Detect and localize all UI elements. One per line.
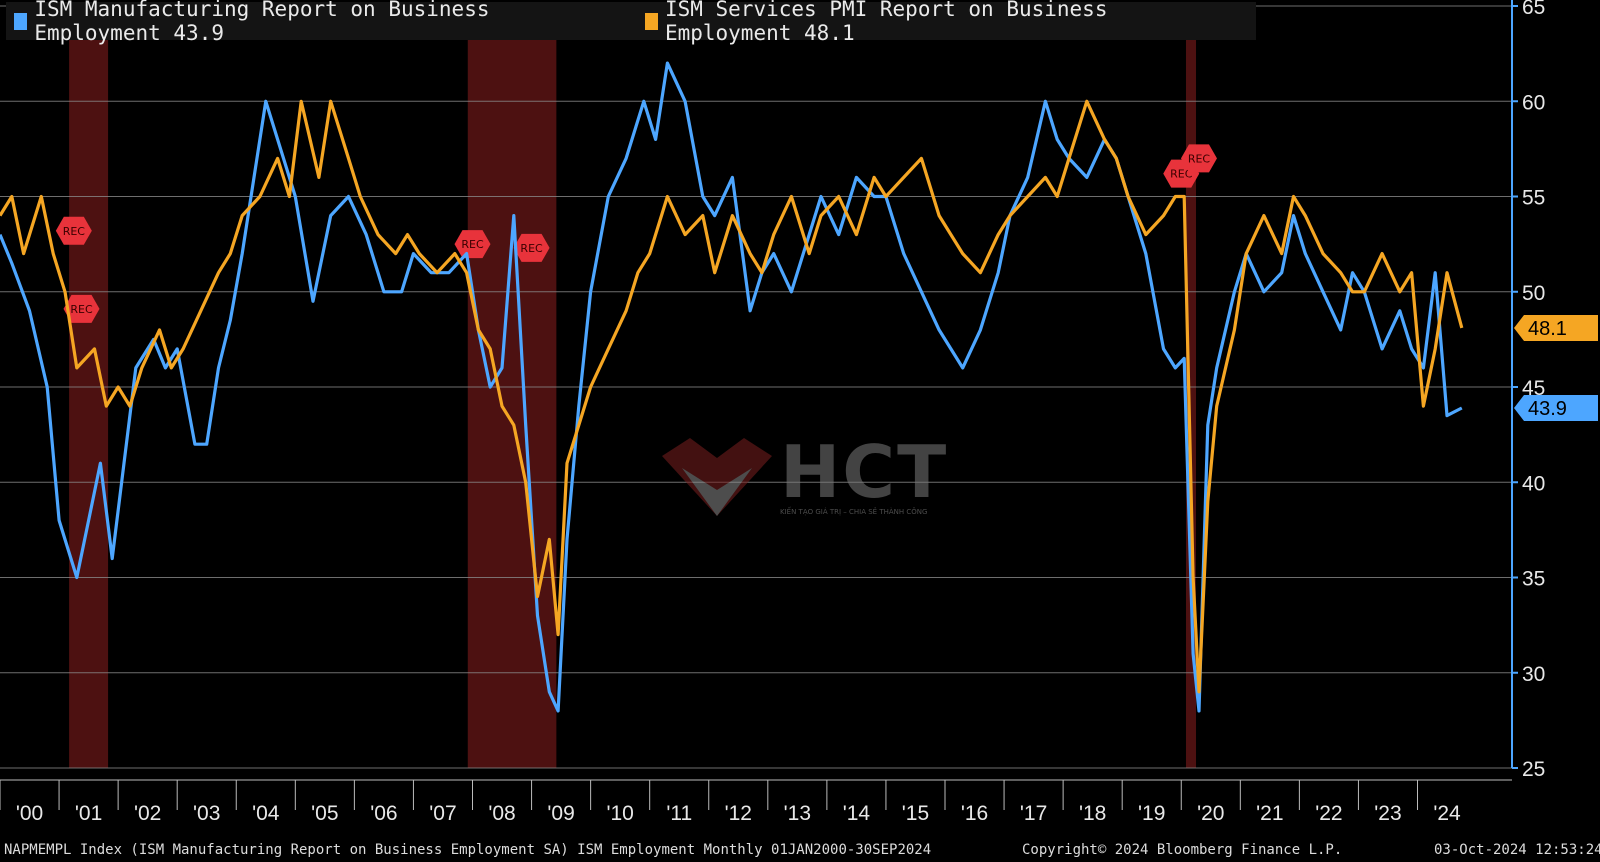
manufacturing-last-value-badge: 43.9 — [1514, 394, 1598, 421]
x-tick-label: '20 — [1197, 802, 1224, 825]
legend-item-services[interactable]: ISM Services PMI Report on Business Empl… — [644, 0, 1238, 45]
rec-badge-label: REC — [70, 303, 93, 316]
footer-source: NAPMEMPL Index (ISM Manufacturing Report… — [4, 842, 932, 858]
x-tick-label: '07 — [429, 802, 456, 825]
x-tick-label: '09 — [547, 802, 574, 825]
x-tick-label: '10 — [606, 802, 633, 825]
y-tick-label: 25 — [1522, 758, 1545, 781]
rec-badge-shape — [63, 294, 100, 323]
y-tick-label: 30 — [1522, 663, 1545, 686]
rec-badge-shape — [1180, 144, 1217, 173]
x-tick-label: '12 — [725, 802, 752, 825]
rec-badge: REC — [513, 233, 550, 262]
x-axis: '00 '01 '02 '03 '04 '05 '06 '07 '08 '09 '10 '11 '12 '… — [0, 779, 1512, 825]
footer-copyright: Copyright© 2024 Bloomberg Finance L.P. — [1022, 842, 1343, 858]
x-tick-label: '24 — [1433, 802, 1461, 825]
rec-badge-label: REC — [461, 238, 484, 251]
rec-badge: REC — [1180, 144, 1217, 173]
series-lines — [0, 61, 1464, 713]
rec-badge-label: REC — [63, 225, 86, 238]
y-tick-label: 35 — [1522, 568, 1545, 591]
manufacturing-swatch — [14, 12, 28, 30]
manufacturing-series-line — [0, 61, 1463, 713]
hct-logo-icon — [662, 438, 772, 516]
x-tick-label: '23 — [1374, 802, 1401, 825]
x-tick-label: '14 — [843, 802, 871, 825]
x-tick-label: '03 — [193, 802, 220, 825]
y-tick-label: 55 — [1522, 187, 1545, 210]
hct-watermark: HCT KIẾN TẠO GIÁ TRỊ – CHIA SẺ THÀNH CÔN… — [662, 430, 946, 524]
x-tick-label: '06 — [370, 802, 397, 825]
rec-badge: REC — [454, 230, 491, 259]
x-tick-label: '05 — [311, 802, 338, 825]
y-tick-label: 50 — [1522, 282, 1545, 305]
rec-badge: REC — [63, 294, 100, 323]
y-axis: 25 30 35 40 45 50 55 60 65 — [1511, 0, 1545, 781]
rec-badge-shape — [55, 216, 92, 245]
x-tick-label: '13 — [784, 802, 811, 825]
grid-lines — [0, 5, 1512, 769]
last-value-badge-shape — [1514, 314, 1598, 341]
x-tick-label: '04 — [252, 802, 280, 825]
last-value-badge-label: 43.9 — [1528, 398, 1567, 420]
y-tick-label: 40 — [1522, 472, 1545, 495]
y-tick-label: 65 — [1522, 0, 1545, 19]
x-tick-label: '00 — [16, 802, 43, 825]
x-tick-label: '15 — [902, 802, 929, 825]
legend: ISM Manufacturing Report on Business Emp… — [6, 0, 1256, 45]
rec-badge-shape — [513, 233, 550, 262]
last-value-badges: 43.9 48.1 — [1514, 314, 1598, 421]
watermark-text: HCT — [780, 430, 949, 514]
services-swatch — [644, 12, 658, 30]
watermark-tagline: KIẾN TẠO GIÁ TRỊ – CHIA SẺ THÀNH CÔNG — [780, 508, 928, 516]
x-tick-label: '22 — [1315, 802, 1342, 825]
footer-timestamp: 03-Oct-2024 12:53:24 — [1434, 842, 1600, 858]
x-tick-label: '01 — [75, 802, 102, 825]
x-tick-label: '18 — [1079, 802, 1106, 825]
legend-item-manufacturing[interactable]: ISM Manufacturing Report on Business Emp… — [14, 0, 619, 45]
services-series-line — [0, 99, 1464, 694]
services-last-value-badge: 48.1 — [1514, 314, 1598, 341]
rec-badge-label: REC — [1188, 152, 1211, 165]
x-tick-label: '16 — [961, 802, 988, 825]
rec-badge-shape — [454, 230, 491, 259]
y-tick-label: 45 — [1522, 377, 1545, 400]
rec-badge-label: REC — [520, 242, 543, 255]
last-value-badge-label: 48.1 — [1528, 318, 1567, 340]
last-value-badge-shape — [1514, 394, 1598, 421]
rec-badge-label: REC — [1170, 168, 1193, 181]
legend-label-services: ISM Services PMI Report on Business Empl… — [664, 0, 1108, 45]
rec-badge: REC — [55, 216, 92, 245]
x-tick-label: '08 — [488, 802, 515, 825]
x-tick-label: '21 — [1256, 802, 1283, 825]
y-tick-label: 60 — [1522, 91, 1545, 114]
x-tick-label: '02 — [134, 802, 161, 825]
x-tick-label: '11 — [666, 802, 692, 825]
x-tick-label: '17 — [1020, 802, 1047, 825]
x-tick-label: '19 — [1138, 802, 1165, 825]
legend-label-manufacturing: ISM Manufacturing Report on Business Emp… — [34, 0, 490, 45]
